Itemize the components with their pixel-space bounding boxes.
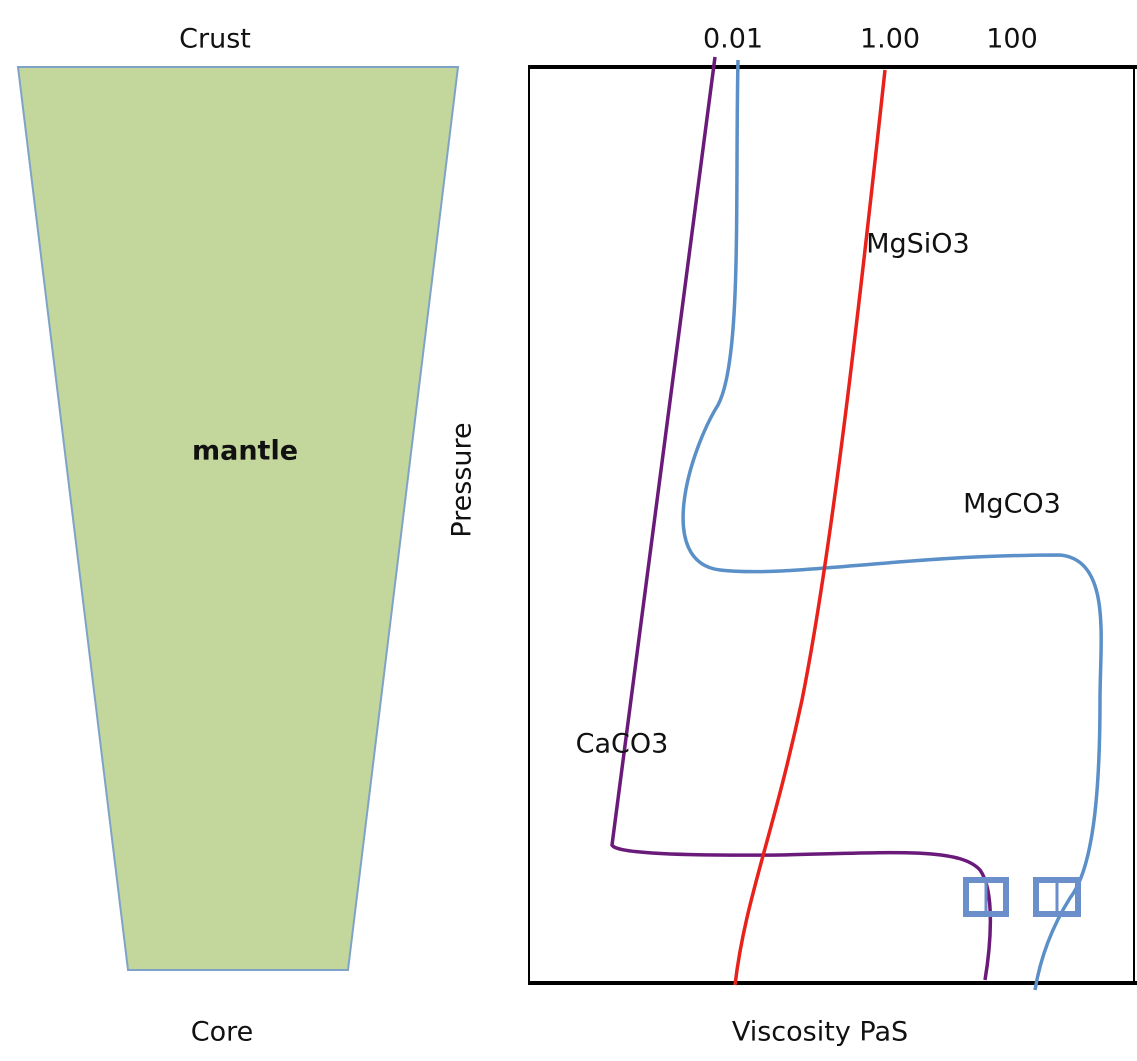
x-tick-label: 0.01 [703,24,763,55]
mantle-label: mantle [192,436,298,467]
crust-label: Crust [179,24,251,55]
mgco3-curve [683,60,1101,990]
x-tick-label: 100 [986,24,1038,55]
mantle-shape [18,67,458,970]
diagram: Crust mantle Core 0.01 1.00 100 Pressure… [0,0,1137,1057]
marker [966,880,1006,914]
x-tick-label: 1.00 [860,24,920,55]
curve-label: MgSiO3 [866,229,970,260]
caco3-curve [612,57,990,980]
x-axis-label: Viscosity PaS [732,1017,908,1048]
curve-label: CaCO3 [576,729,669,760]
curve-label: MgCO3 [963,489,1061,520]
core-label: Core [191,1017,254,1048]
mgsio3-curve [735,70,885,985]
y-axis-label: Pressure [447,422,478,537]
